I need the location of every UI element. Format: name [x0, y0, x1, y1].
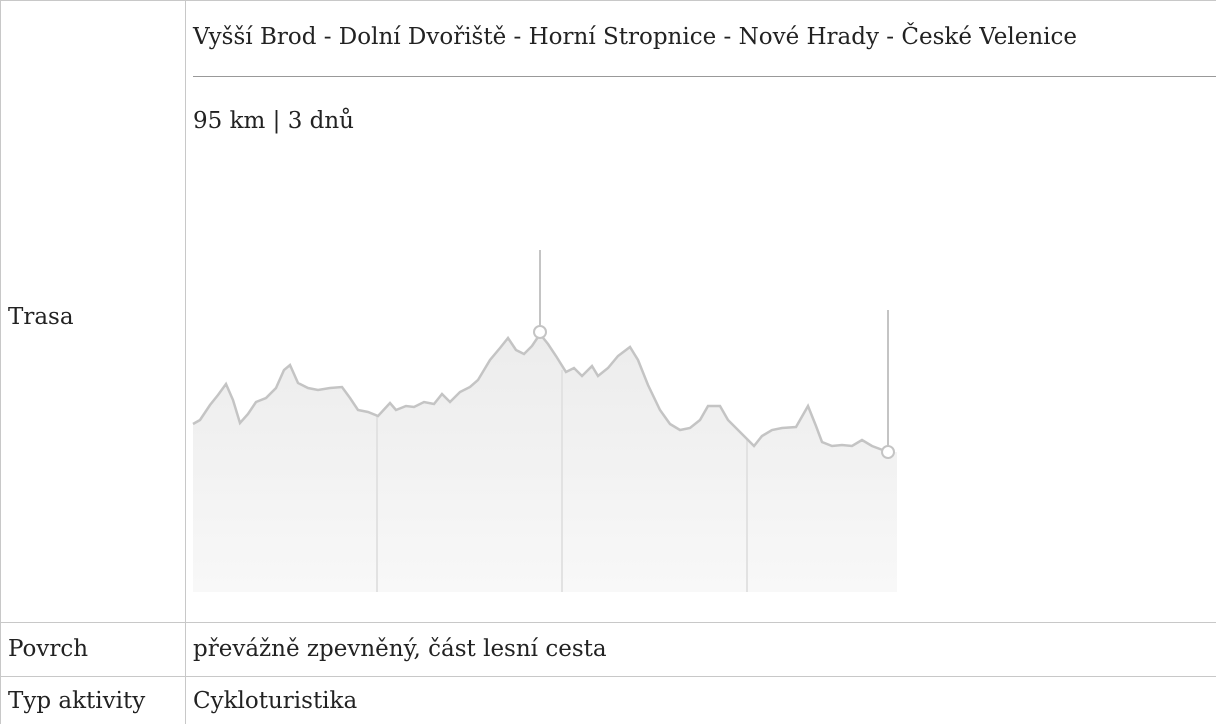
table-border — [0, 0, 1216, 1]
row-border — [0, 622, 1216, 623]
separator — [193, 76, 1216, 77]
row-value: Cykloturistika — [193, 688, 358, 714]
row-value: převážně zpevněný, část lesní cesta — [193, 636, 607, 662]
table-border — [0, 0, 1, 724]
column-border — [185, 0, 186, 724]
row-label: Trasa — [8, 304, 74, 330]
row-label: Povrch — [8, 636, 89, 662]
elevation-profile — [192, 250, 897, 592]
row-label: Typ aktivity — [8, 688, 146, 714]
route: Vyšší Brod - Dolní Dvořiště - Horní Stro… — [193, 24, 1077, 50]
route-summary: 95 km | 3 dnů — [193, 108, 354, 134]
row-border — [0, 676, 1216, 677]
